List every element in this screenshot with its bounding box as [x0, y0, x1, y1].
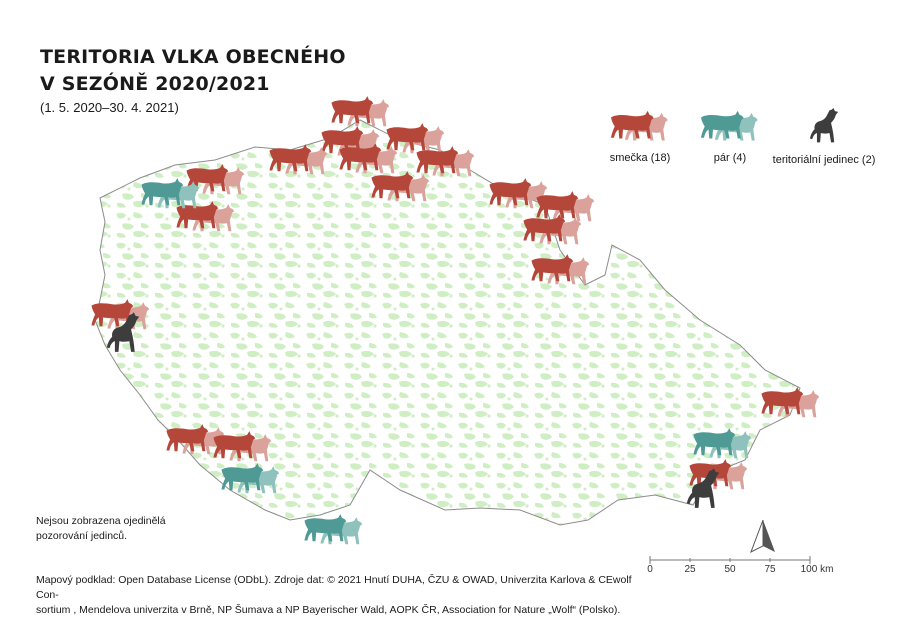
credits-line1: Mapový podklad: Open Database License (O…: [36, 574, 632, 601]
scale-tick-75: 75: [764, 564, 776, 575]
territory-pack-icon: [536, 191, 595, 222]
map-note: Nejsou zobrazena ojedinělá pozorování je…: [36, 514, 166, 544]
howling-wolf-icon: [809, 108, 839, 143]
wolf-pack-icon: [611, 110, 668, 141]
scale-tick-100: 100 km: [800, 564, 834, 575]
map-title-line2: V SEZÓNĚ 2020/2021: [40, 73, 270, 95]
data-credits: Mapový podklad: Open Database License (O…: [36, 573, 636, 618]
map-title: TERITORIA VLKA OBECNÉHO V SEZÓNĚ 2020/20…: [40, 44, 346, 98]
legend-label-pack: smečka (18): [609, 152, 671, 164]
note-line2: pozorování jedinců.: [36, 530, 128, 542]
legend-item-pair: pár (4): [690, 108, 770, 164]
map-title-line1: TERITORIA VLKA OBECNÉHO: [40, 46, 346, 68]
legend: smečka (18) pár (4) teritoriální jedinec…: [600, 108, 880, 188]
wolf-pair-icon: [701, 110, 758, 141]
scale-tick-50: 50: [724, 564, 736, 575]
territory-pair-icon: [304, 514, 363, 545]
legend-item-single: teritoriální jedinec (2): [768, 108, 880, 166]
legend-item-pack: smečka (18): [600, 108, 680, 164]
scale-tick-25: 25: [684, 564, 696, 575]
scale-tick-0: 0: [647, 564, 653, 575]
legend-label-single: teritoriální jedinec (2): [772, 154, 876, 166]
note-line1: Nejsou zobrazena ojedinělá: [36, 515, 166, 527]
legend-label-pair: pár (4): [713, 152, 747, 164]
north-arrow-icon: [745, 518, 781, 559]
credits-line2: sortium , Mendelova univerzita v Brně, N…: [36, 604, 621, 616]
map-period: (1. 5. 2020–30. 4. 2021): [40, 100, 179, 115]
scale-bar: 0 25 50 75 100 km: [645, 556, 833, 586]
